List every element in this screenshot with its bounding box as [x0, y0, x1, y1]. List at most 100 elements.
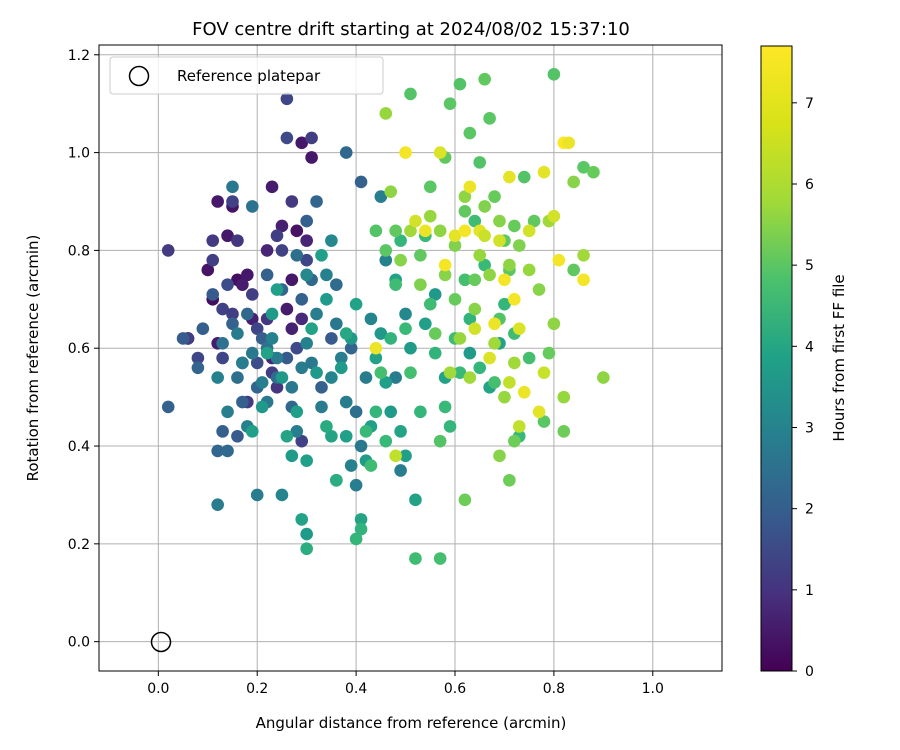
data-point: [295, 136, 309, 150]
data-point: [577, 248, 590, 262]
colorbar-tick-label: 2: [805, 502, 814, 518]
data-point: [399, 449, 412, 463]
data-point: [384, 332, 398, 345]
data-point: [399, 146, 412, 159]
data-point: [414, 278, 427, 291]
data-point: [305, 151, 318, 164]
data-point: [305, 322, 318, 335]
data-point: [404, 366, 417, 379]
data-point: [488, 190, 501, 203]
data-point: [498, 390, 511, 404]
data-point: [478, 200, 491, 213]
data-point: [409, 493, 422, 507]
data-point: [305, 356, 318, 370]
y-axis-ticks: 0.0 0.2 0.4 0.6 0.8 1.0 1.2: [68, 48, 99, 651]
data-point: [270, 381, 284, 394]
data-point: [349, 297, 363, 311]
data-point: [488, 337, 501, 350]
scatter-points: [161, 68, 610, 565]
data-point: [280, 92, 294, 106]
x-tick-label: 0.2: [246, 681, 268, 697]
data-point: [458, 224, 472, 238]
data-point: [320, 420, 333, 433]
data-point: [250, 488, 264, 502]
data-point: [270, 283, 284, 296]
legend-box: [109, 56, 384, 95]
data-point: [453, 332, 467, 345]
data-point: [433, 434, 447, 448]
data-point: [226, 307, 239, 321]
data-point: [453, 366, 467, 379]
data-point: [339, 327, 353, 340]
colorbar-ticks: 0 1 2 3 4 5 6 7: [792, 96, 814, 680]
data-point: [280, 429, 294, 443]
data-point: [443, 366, 457, 379]
data-point: [300, 253, 313, 267]
x-tick-label: 0.4: [345, 681, 367, 697]
data-point: [522, 224, 536, 238]
y-tick-label: 1.2: [68, 48, 90, 64]
data-point: [255, 332, 269, 345]
data-point: [300, 268, 313, 282]
data-point: [265, 307, 279, 321]
data-point: [325, 371, 338, 384]
data-point: [245, 288, 259, 301]
data-point: [448, 239, 462, 252]
data-point: [379, 107, 393, 120]
data-point: [275, 488, 289, 502]
data-point: [448, 293, 462, 306]
data-point: [577, 273, 590, 287]
data-point: [300, 542, 313, 556]
data-point: [547, 209, 561, 223]
data-point: [221, 278, 234, 291]
data-point: [320, 293, 333, 306]
data-point: [389, 278, 402, 291]
data-point: [542, 346, 556, 360]
data-point: [354, 175, 368, 189]
data-point: [463, 180, 477, 194]
data-point: [325, 429, 338, 443]
data-point: [349, 478, 363, 492]
colorbar-tick-label: 0: [805, 664, 814, 680]
data-point: [517, 385, 531, 399]
colorbar: [760, 45, 793, 672]
data-point: [394, 425, 407, 438]
data-point: [552, 253, 566, 267]
data-point: [354, 439, 368, 453]
data-point: [231, 327, 244, 340]
data-point: [414, 248, 427, 262]
colorbar-tick-label: 3: [805, 420, 814, 436]
data-point: [399, 307, 412, 321]
data-point: [508, 356, 521, 370]
data-point: [537, 165, 551, 179]
data-point: [498, 297, 511, 311]
data-point: [478, 258, 491, 272]
data-point: [557, 390, 571, 404]
data-point: [503, 376, 516, 389]
data-point: [443, 97, 457, 110]
data-point: [255, 376, 269, 389]
data-point: [493, 234, 506, 247]
reference-platepar-marker: [150, 631, 172, 653]
data-point: [236, 356, 249, 370]
data-point: [468, 302, 482, 316]
data-point: [265, 332, 279, 345]
data-point: [419, 224, 432, 238]
legend-entry-reference: Reference platepar: [177, 67, 321, 85]
data-point: [211, 498, 224, 512]
data-point: [241, 307, 254, 321]
data-point: [300, 214, 313, 228]
colorbar-tick-label: 4: [805, 339, 814, 355]
data-point: [216, 337, 229, 350]
data-point: [226, 180, 239, 194]
data-point: [532, 283, 546, 296]
data-point: [547, 317, 561, 331]
data-point: [245, 425, 259, 438]
data-point: [245, 346, 259, 360]
data-point: [260, 346, 274, 360]
data-point: [216, 351, 229, 365]
colorbar-tick-label: 7: [805, 96, 814, 112]
data-point: [597, 371, 610, 384]
data-point: [275, 219, 289, 233]
data-point: [216, 425, 229, 438]
